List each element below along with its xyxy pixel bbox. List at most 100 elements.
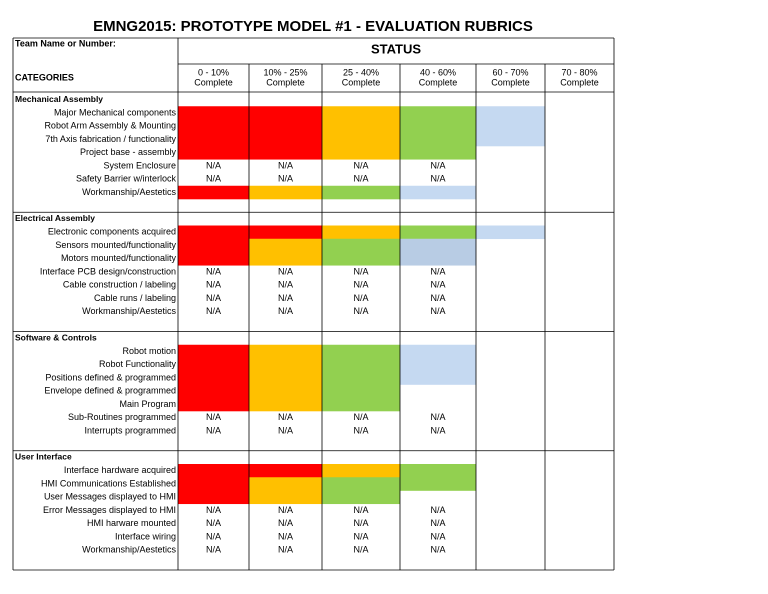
cell-text: N/A (206, 280, 221, 290)
cell-text: N/A (353, 505, 368, 515)
section-title: Electrical Assembly (15, 213, 95, 223)
status-cell (322, 252, 400, 266)
section-title: Mechanical Assembly (15, 94, 103, 104)
status-cell (249, 132, 322, 147)
column-header: 0 - 10% (198, 67, 229, 77)
cell-text: N/A (278, 293, 293, 303)
category-label: Interface hardware acquired (64, 465, 176, 475)
cell-text: N/A (206, 545, 221, 555)
category-label: Sensors mounted/functionality (55, 240, 176, 250)
status-cell (400, 238, 476, 253)
category-label: Cable runs / labeling (94, 293, 176, 303)
category-label: Sub-Routines programmed (68, 412, 176, 422)
status-cell (400, 477, 476, 491)
cell-text: N/A (206, 412, 221, 422)
cell-text: N/A (206, 174, 221, 184)
category-label: Robot Functionality (99, 359, 177, 369)
status-cell (322, 490, 400, 505)
cell-text: N/A (206, 505, 221, 515)
status-cell (400, 464, 476, 478)
cell-text: N/A (278, 174, 293, 184)
cell-text: N/A (430, 293, 445, 303)
cell-text: N/A (353, 266, 368, 276)
cell-text: N/A (278, 266, 293, 276)
status-cell (322, 397, 400, 412)
status-cell (476, 225, 545, 240)
status-cell (322, 146, 400, 160)
status-cell (322, 358, 400, 372)
cell-text: N/A (206, 306, 221, 316)
section-title: User Interface (15, 452, 72, 462)
cell-text: N/A (278, 280, 293, 290)
category-label: HMI harware mounted (87, 518, 176, 528)
cell-text: N/A (430, 266, 445, 276)
cell-text: N/A (430, 174, 445, 184)
categories-label: CATEGORIES (15, 72, 74, 82)
column-header: 60 - 70% (492, 67, 528, 77)
status-cell (249, 146, 322, 160)
status-cell (322, 225, 400, 240)
status-cell (476, 106, 545, 120)
status-cell (249, 464, 322, 478)
status-cell (249, 490, 322, 505)
cell-text: N/A (430, 160, 445, 170)
cell-text: N/A (353, 425, 368, 435)
status-cell (249, 238, 322, 253)
title: EMNG2015: PROTOTYPE MODEL #1 - EVALUATIO… (93, 18, 533, 35)
cell-text: N/A (353, 293, 368, 303)
status-cell (322, 384, 400, 399)
status-cell (178, 225, 249, 240)
category-label: Workmanship/Aestetics (82, 187, 176, 197)
category-label: System Enclosure (103, 160, 176, 170)
status-cell (400, 119, 476, 134)
status-cell (178, 464, 249, 478)
cell-text: N/A (206, 518, 221, 528)
status-cell (322, 132, 400, 147)
cell-text: N/A (430, 412, 445, 422)
column-header: Complete (560, 77, 599, 87)
cell-text: N/A (206, 266, 221, 276)
status-cell (322, 119, 400, 134)
status-cell (400, 344, 476, 359)
cell-text: N/A (278, 425, 293, 435)
category-label: Robot motion (122, 346, 176, 356)
category-label: Electronic components acquired (48, 227, 176, 237)
column-header: Complete (194, 77, 233, 87)
category-label: Robot Arm Assembly & Mounting (44, 121, 176, 131)
section-title: Software & Controls (15, 332, 97, 342)
column-header: Complete (342, 77, 381, 87)
column-header: 70 - 80% (561, 67, 597, 77)
status-cell (249, 106, 322, 120)
category-label: Workmanship/Aestetics (82, 545, 176, 555)
status-cell (249, 358, 322, 372)
status-cell (178, 371, 249, 385)
status-cell (322, 344, 400, 359)
status-cell (249, 384, 322, 399)
status-cell (178, 146, 249, 160)
status-cell (249, 477, 322, 491)
status-cell (322, 464, 400, 478)
cell-text: N/A (278, 518, 293, 528)
status-cell (400, 146, 476, 160)
status-cell (249, 119, 322, 134)
category-label: Envelope defined & programmed (44, 386, 176, 396)
status-cell (249, 371, 322, 385)
category-label: Project base - assembly (80, 147, 177, 157)
column-header: 40 - 60% (420, 67, 456, 77)
column-header: 10% - 25% (263, 67, 307, 77)
cell-text: N/A (430, 531, 445, 541)
cell-text: N/A (430, 280, 445, 290)
cell-text: N/A (353, 160, 368, 170)
category-label: Main Program (119, 399, 176, 409)
status-cell (178, 477, 249, 491)
category-label: Interface wiring (115, 531, 176, 541)
status-cell (476, 119, 545, 134)
cell-text: N/A (353, 531, 368, 541)
status-cell (178, 132, 249, 147)
cell-text: N/A (353, 545, 368, 555)
status-cell (249, 252, 322, 266)
cell-text: N/A (278, 160, 293, 170)
status-cell (178, 119, 249, 134)
category-label: Positions defined & programmed (45, 372, 176, 382)
